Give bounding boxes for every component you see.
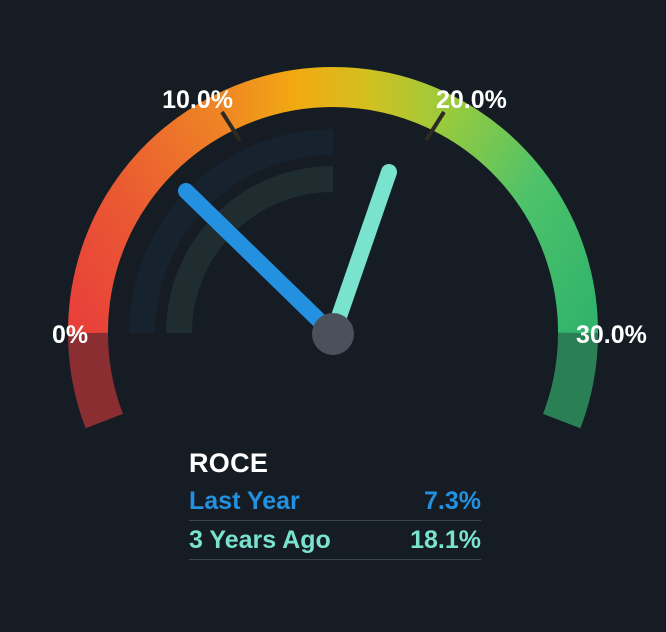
- gauge-label-0: 0%: [52, 321, 88, 349]
- arc-segment-10-20: [214, 67, 452, 132]
- legend-label-last-year: Last Year: [189, 487, 300, 515]
- gauge-label-30: 30.0%: [576, 321, 647, 349]
- arc-segment-0-10: [67, 95, 233, 334]
- needle-three-years-ago: [325, 164, 397, 342]
- page-title: ROCE: [189, 448, 269, 478]
- legend-row-three-years-ago: 3 Years Ago 18.1%: [189, 526, 481, 560]
- legend-label-three-years-ago: 3 Years Ago: [189, 526, 331, 554]
- gauge-label-10: 10.0%: [162, 86, 233, 114]
- gauge-tick-marks: [220, 110, 446, 142]
- needle-hub: [312, 313, 354, 355]
- legend-value-last-year: 7.3%: [424, 487, 481, 515]
- gauge-needles: [178, 164, 397, 355]
- gauge-value-arc: [67, 67, 599, 429]
- gauge-label-20: 20.0%: [436, 86, 507, 114]
- needle-last-year: [178, 183, 341, 342]
- arc-segment-above-range: [542, 332, 599, 429]
- tick-mark-10: [220, 110, 242, 142]
- legend-value-three-years-ago: 18.1%: [410, 526, 481, 554]
- arc-segment-20-30: [433, 95, 599, 334]
- tick-mark-20: [424, 110, 446, 142]
- arc-segment-below-range: [67, 332, 124, 429]
- gauge-legend: ROCE Last Year 7.3% 3 Years Ago 18.1%: [189, 450, 481, 565]
- legend-row-last-year: Last Year 7.3%: [189, 487, 481, 521]
